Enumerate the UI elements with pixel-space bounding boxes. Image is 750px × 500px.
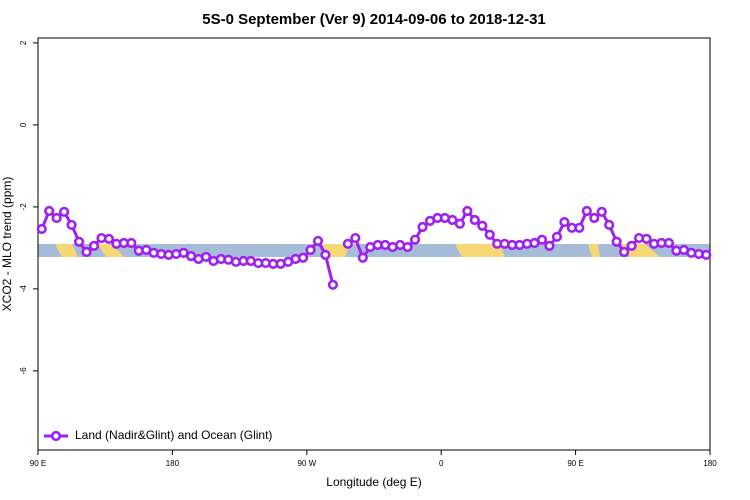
data-point xyxy=(619,246,630,258)
data-point xyxy=(544,240,555,251)
x-tick-label: 180 xyxy=(703,459,717,468)
data-point xyxy=(36,223,47,235)
x-tick-label: 90 E xyxy=(567,459,583,468)
data-point xyxy=(701,249,712,260)
y-tick-label: -4 xyxy=(19,285,28,293)
data-point xyxy=(200,251,212,263)
data-point xyxy=(59,206,70,217)
data-point xyxy=(574,222,585,233)
y-tick-label: 2 xyxy=(19,40,28,45)
plot-frame xyxy=(37,37,711,451)
x-tick-label: 90 W xyxy=(297,459,316,468)
x-tick-label: 0 xyxy=(439,459,444,468)
data-point xyxy=(327,279,339,290)
data-point xyxy=(417,221,428,233)
data-point xyxy=(641,233,652,244)
data-point xyxy=(477,220,488,231)
data-point xyxy=(604,219,615,231)
data-point xyxy=(626,240,637,251)
x-tick-label: 90 E xyxy=(30,459,46,468)
legend-label: Land (Nadir&Glint) and Ocean (Glint) xyxy=(75,428,272,442)
y-tick-label: -2 xyxy=(19,203,28,211)
data-point xyxy=(663,237,675,249)
data-point xyxy=(589,212,600,224)
data-point xyxy=(342,238,353,249)
data-point xyxy=(484,229,495,240)
data-point xyxy=(297,252,309,263)
data-point xyxy=(402,241,413,253)
data-point xyxy=(454,218,465,229)
data-point xyxy=(88,240,100,251)
y-tick-label: -6 xyxy=(19,367,28,375)
data-point xyxy=(611,236,622,247)
data-point xyxy=(103,233,115,244)
data-point xyxy=(596,206,607,217)
x-axis-label: Longitude (deg E) xyxy=(326,475,421,489)
y-axis-label: XCO2 - MLO trend (ppm) xyxy=(0,177,14,312)
data-point xyxy=(581,205,592,217)
x-tick-label: 180 xyxy=(166,459,180,468)
data-point xyxy=(469,214,480,226)
data-point xyxy=(66,219,77,231)
data-point xyxy=(447,214,458,226)
data-point xyxy=(551,231,563,242)
data-point xyxy=(51,212,62,224)
legend-marker xyxy=(50,430,62,442)
data-point xyxy=(559,216,570,228)
data-point xyxy=(126,237,137,249)
data-point xyxy=(536,234,548,245)
chart-title: 5S-0 September (Ver 9) 2014-09-06 to 201… xyxy=(202,11,546,28)
data-point xyxy=(312,235,324,247)
y-tick-label: 0 xyxy=(19,122,28,127)
data-point xyxy=(462,205,473,217)
data-point xyxy=(44,205,55,217)
data-point xyxy=(81,246,92,258)
data-point xyxy=(350,232,361,244)
data-point xyxy=(305,244,316,256)
data-point xyxy=(409,234,421,245)
data-point xyxy=(73,236,85,247)
data-point xyxy=(357,252,368,263)
data-point xyxy=(320,249,331,260)
